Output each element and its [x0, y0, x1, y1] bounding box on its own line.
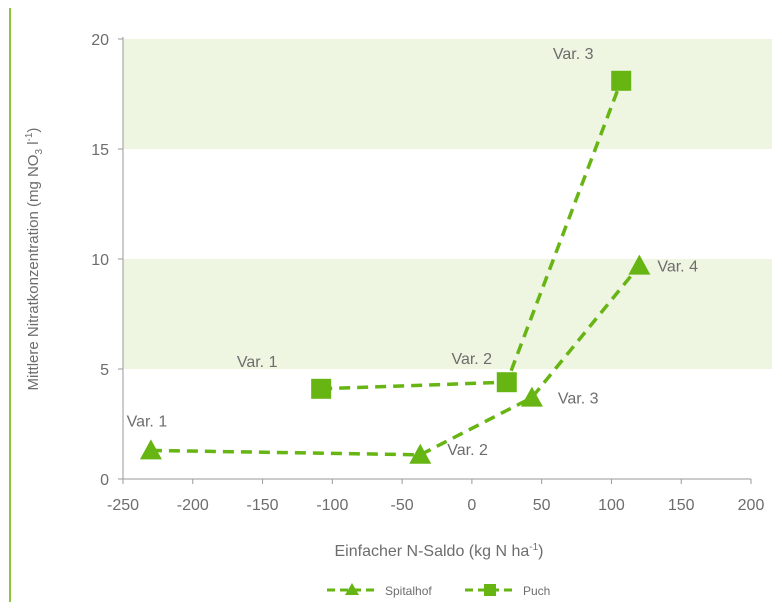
spitalhof-point-label: Var. 1: [127, 413, 168, 430]
series-line-spitalhof: [150, 264, 641, 457]
spitalhof-point-marker: [628, 254, 651, 275]
x-tick-label: -100: [316, 497, 348, 514]
y-tick-label: 20: [91, 32, 109, 49]
y-tick-label: 0: [100, 472, 109, 489]
x-tick-label: 200: [738, 497, 765, 514]
y-tick-label: 10: [91, 252, 109, 269]
band-15-20: [123, 39, 772, 149]
puch-point-label: Var. 2: [451, 351, 492, 368]
spitalhof-point-marker: [520, 386, 543, 407]
spitalhof-point-label: Var. 3: [558, 391, 599, 408]
y-axis-title: Mittlere Nitratkonzentration (mg NO3 l-1…: [24, 128, 45, 391]
puch-point-label: Var. 3: [553, 46, 594, 63]
series-markers: [139, 70, 651, 464]
x-tick-label: -250: [107, 497, 139, 514]
spitalhof-point-label: Var. 4: [657, 259, 698, 276]
x-tick-label: -150: [247, 497, 279, 514]
axes: -250 -200 -150 -100 -50 0 50 100 150 200 0 5 10 15 20 E…: [24, 32, 764, 560]
x-tick-label: 50: [533, 497, 551, 514]
x-tick-label: -200: [177, 497, 209, 514]
legend-marker-spitalhof: [345, 583, 359, 595]
x-axis-title: Einfacher N-Saldo (kg N ha-1): [335, 542, 544, 560]
legend-label-puch: Puch: [523, 584, 550, 598]
spitalhof-point-marker: [409, 443, 432, 464]
legend: Spitalhof Puch: [327, 583, 550, 598]
x-tick-label: -50: [391, 497, 414, 514]
y-tick-label: 15: [91, 142, 109, 159]
puch-point-marker: [496, 372, 517, 393]
puch-point-marker: [611, 70, 632, 91]
y-tick-label: 5: [100, 362, 109, 379]
puch-point-marker: [311, 378, 332, 399]
band-5-10: [123, 259, 772, 369]
legend-label-spitalhof: Spitalhof: [385, 584, 432, 598]
left-accent-rule: [9, 8, 11, 602]
puch-point-label: Var. 1: [237, 354, 278, 371]
point-labels: Var. 1 Var. 2 Var. 3 Var. 4 Var. 1 Var. 2 Var.…: [127, 46, 698, 459]
legend-marker-puch: [484, 584, 496, 596]
spitalhof-point-label: Var. 2: [447, 442, 488, 459]
spitalhof-point-marker: [139, 439, 162, 460]
x-tick-label: 150: [668, 497, 695, 514]
background-bands: [123, 39, 772, 369]
x-tick-label: 100: [598, 497, 625, 514]
x-tick-label: 0: [467, 497, 476, 514]
